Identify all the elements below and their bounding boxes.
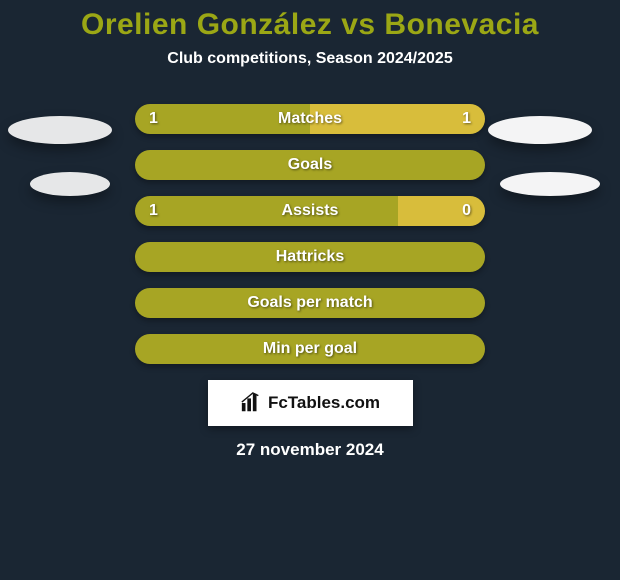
bar-segment-player2 <box>310 104 485 134</box>
stat-bar-matches: Matches11 <box>135 104 485 134</box>
bar-segment-player1 <box>135 334 485 364</box>
bar-segment-player1 <box>135 242 485 272</box>
left-player-ellipse <box>8 116 112 144</box>
left-player-ellipse <box>30 172 110 196</box>
bar-segment-player1 <box>135 150 485 180</box>
stats-area: Matches11 Goals Assists10 Hattricks Goals pe… <box>0 104 620 364</box>
stat-bar-min-per-goal: Min per goal <box>135 334 485 364</box>
stat-bar-goals: Goals <box>135 150 485 180</box>
page-title: Orelien González vs Bonevacia <box>0 0 620 42</box>
logo-box: FcTables.com <box>208 380 413 426</box>
right-player-ellipse <box>488 116 592 144</box>
bar-segment-player1 <box>135 104 310 134</box>
subtitle: Club competitions, Season 2024/2025 <box>0 50 620 68</box>
chart-icon <box>240 392 262 414</box>
bar-segment-player2 <box>398 196 486 226</box>
stat-bar-assists: Assists10 <box>135 196 485 226</box>
logo-text: FcTables.com <box>268 393 380 413</box>
bar-segment-player1 <box>135 288 485 318</box>
stat-bar-hattricks: Hattricks <box>135 242 485 272</box>
date-text: 27 november 2024 <box>0 440 620 460</box>
right-player-ellipse <box>500 172 600 196</box>
stat-bar-goals-per-match: Goals per match <box>135 288 485 318</box>
bar-segment-player1 <box>135 196 398 226</box>
